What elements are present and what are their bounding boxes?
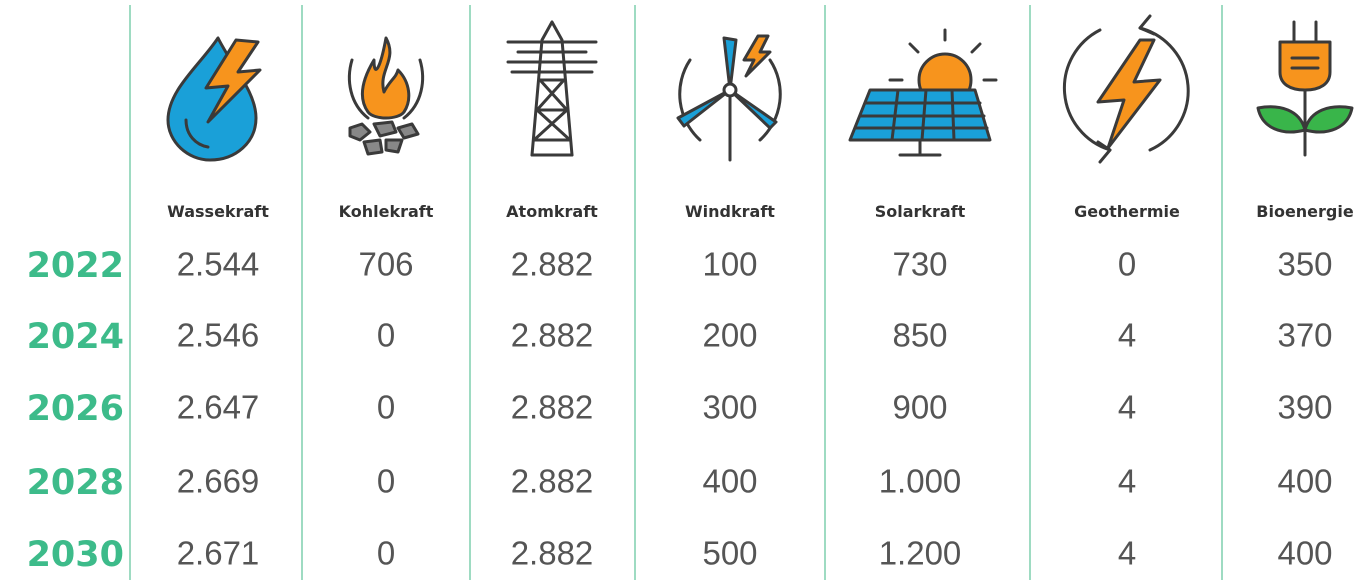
column-header: Bioenergie [1256, 202, 1354, 221]
cell-value: 200 [702, 317, 757, 354]
icon-solar [848, 28, 998, 157]
column-header: Atomkraft [506, 202, 598, 221]
cell-value: 850 [892, 317, 947, 354]
cell-value: 2.882 [511, 317, 594, 354]
icon-bio [1256, 20, 1354, 157]
year-label: 2030 [27, 535, 124, 575]
year-label: 2022 [27, 246, 124, 286]
cell-value: 0 [377, 389, 395, 426]
cell-value: 2.671 [177, 535, 260, 572]
icon-coal [347, 36, 425, 156]
cell-value: 2.882 [511, 463, 594, 500]
cell-value: 500 [702, 535, 757, 572]
cell-value: 4 [1118, 389, 1136, 426]
cell-value: 900 [892, 389, 947, 426]
cell-value: 4 [1118, 535, 1136, 572]
cell-value: 4 [1118, 463, 1136, 500]
cell-value: 2.546 [177, 317, 260, 354]
year-label: 2028 [27, 463, 124, 503]
column-header: Windkraft [685, 202, 775, 221]
cell-value: 350 [1277, 246, 1332, 283]
cell-value: 390 [1277, 389, 1332, 426]
column-header: Geothermie [1074, 202, 1180, 221]
cell-value: 706 [358, 246, 413, 283]
cell-value: 1.200 [879, 535, 962, 572]
cell-value: 2.544 [177, 246, 260, 283]
cell-value: 300 [702, 389, 757, 426]
year-label: 2024 [27, 317, 124, 357]
column-header: Kohlekraft [339, 202, 434, 221]
column-header: Wassekraft [167, 202, 269, 221]
cell-value: 4 [1118, 317, 1136, 354]
cell-value: 400 [1277, 535, 1332, 572]
cell-value: 0 [1118, 246, 1136, 283]
separators [129, 5, 1223, 580]
icon-geothermal [1062, 14, 1190, 164]
cell-value: 0 [377, 317, 395, 354]
cell-value: 370 [1277, 317, 1332, 354]
cell-value: 1.000 [879, 463, 962, 500]
year-label: 2026 [27, 389, 124, 429]
cell-value: 400 [1277, 463, 1332, 500]
cell-value: 2.669 [177, 463, 260, 500]
cell-value: 400 [702, 463, 757, 500]
icon-pylon [506, 20, 598, 157]
column-header: Solarkraft [875, 202, 966, 221]
cell-value: 100 [702, 246, 757, 283]
cell-value: 0 [377, 535, 395, 572]
cell-value: 2.882 [511, 535, 594, 572]
cell-value: 2.882 [511, 389, 594, 426]
cell-value: 2.647 [177, 389, 260, 426]
icon-water [166, 36, 262, 162]
cell-value: 730 [892, 246, 947, 283]
icon-wind [676, 34, 782, 162]
cell-value: 2.882 [511, 246, 594, 283]
cell-value: 0 [377, 463, 395, 500]
